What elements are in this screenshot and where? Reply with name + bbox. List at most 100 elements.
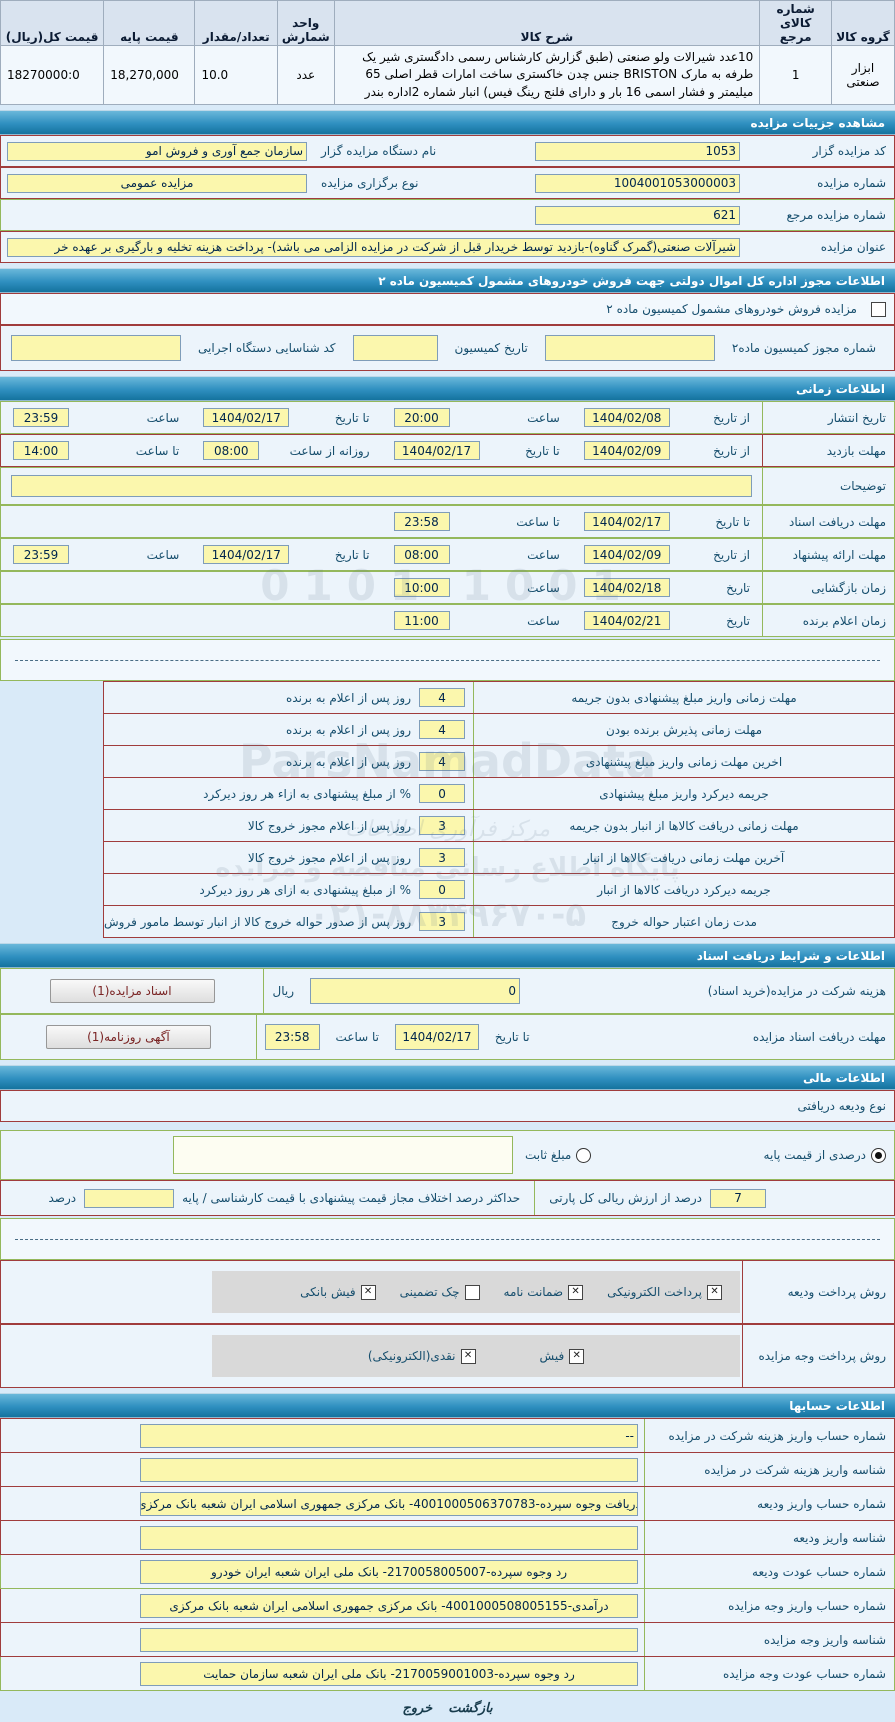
deposit-percent-row: 7 درصد از ارزش ریالی کل پارتی حداکثر درص…	[0, 1180, 895, 1217]
method-guarantee-letter: ضمانت نامه	[504, 1284, 584, 1300]
participation-fee-input[interactable]: 0	[310, 978, 520, 1005]
until-hour-label: تا ساعت	[135, 443, 180, 458]
visit-until-hour-input[interactable]: 14:00	[13, 441, 69, 461]
auction-type-input[interactable]: مزایده عمومی	[7, 173, 307, 193]
gap	[0, 1122, 895, 1130]
auction-payment-id-input[interactable]	[140, 1627, 638, 1652]
deadline-label: مدت زمان اعتبار حواله خروج	[473, 906, 894, 938]
auctioneer-code-input[interactable]: 1053	[535, 141, 740, 161]
offer-hour-input[interactable]: 08:00	[393, 545, 450, 565]
publish-to-hour-input[interactable]: 23:59	[13, 408, 69, 428]
col-goods-description: شرح کالا	[333, 0, 761, 46]
opening-date-input[interactable]: 1404/02/18	[583, 578, 670, 598]
electronic-payment-checkbox[interactable]	[707, 1284, 722, 1300]
deadline-label: مهلت زمانی دریافت کالاها از انبار بدون ج…	[473, 810, 894, 842]
offer-deadline-label: مهلت ارائه پیشنهاد	[762, 539, 894, 571]
visit-from-date-input[interactable]: 1404/02/09	[583, 441, 670, 461]
agency-id-input[interactable]	[11, 335, 181, 362]
deadline-row: جریمه دیرکرد دریافت کالاها از انبار 0 % …	[103, 874, 895, 907]
deadline-suffix: روز پس از اعلام مجوز خروج کالا	[247, 818, 411, 833]
method-electronic-payment: پرداخت الکترونیکی	[607, 1284, 722, 1300]
from-date-label: از تاریخ	[713, 547, 750, 562]
auction-payment-methods-row: روش پرداخت وجه مزایده فیش نقدی(الکترونیک…	[0, 1324, 895, 1389]
guarantee-letter-checkbox[interactable]	[568, 1284, 584, 1300]
deadline-value-input[interactable]: 3	[419, 848, 465, 868]
docs-deadline-hour-input[interactable]: 23:58	[264, 1024, 320, 1051]
bank-receipt-checkbox[interactable]	[360, 1284, 376, 1300]
deposit-account-input[interactable]: دریافت وجوه سپرده-4001000506370783- بانک…	[140, 1491, 638, 1516]
auction-title-input[interactable]: شیرآلات صنعتی(گمرک گناوه)-بازدید توسط خر…	[7, 237, 740, 257]
publish-date-label: تاریخ انتشار	[762, 402, 894, 434]
docs-to-hour-input[interactable]: 23:58	[393, 512, 450, 532]
receipt-checkbox[interactable]	[569, 1348, 585, 1364]
offer-to-hour-input[interactable]: 23:59	[13, 545, 69, 565]
account-label: شناسه واریز وجه مزایده	[644, 1623, 894, 1657]
deposit-return-account-input[interactable]: رد وجوه سپرده-2170058005007- بانک ملی ای…	[140, 1559, 638, 1584]
docs-receive-deadline-row: مهلت دریافت اسناد تا تاریخ 1404/02/17 تا…	[0, 505, 895, 539]
deadline-value-input[interactable]: 3	[419, 816, 465, 836]
article2-checkbox[interactable]	[871, 301, 886, 317]
account-label: شماره حساب عودت ودیعه	[644, 1555, 894, 1589]
offer-from-date-input[interactable]: 1404/02/09	[583, 545, 670, 565]
goods-table-header-row: گروه کالا شماره کالای مرجع شرح کالا واحد…	[0, 0, 895, 46]
auction-documents-button[interactable]: اسناد مزایده(1)	[49, 979, 215, 1004]
auction-payment-return-account-input[interactable]: رد وجوه سپرده-2170059001003- بانک ملی ای…	[140, 1661, 638, 1686]
deadline-value-input[interactable]: 4	[419, 720, 465, 740]
publish-from-date-input[interactable]: 1404/02/08	[583, 408, 670, 428]
fee-deposit-id-input[interactable]	[140, 1457, 638, 1482]
opening-hour-input[interactable]: 10:00	[393, 578, 450, 598]
deposit-percent-input[interactable]: 7	[710, 1188, 766, 1208]
winner-date-input[interactable]: 1404/02/21	[583, 611, 670, 631]
permit-number-input[interactable]	[544, 335, 715, 362]
deadline-value-input[interactable]: 4	[419, 688, 465, 708]
offer-to-group: تا تاریخ 1404/02/17	[191, 545, 381, 565]
fee-deposit-account-input[interactable]: --	[140, 1423, 638, 1448]
deadline-label: اخرین مهلت زمانی واریز مبلغ پیشنهادی	[473, 746, 894, 778]
newspaper-ad-button[interactable]: آگهی روزنامه(1)	[45, 1025, 211, 1050]
max-diff-input[interactable]	[84, 1188, 175, 1208]
docs-deadline-date-input[interactable]: 1404/02/17	[395, 1024, 479, 1051]
deadline-value-input[interactable]: 3	[419, 912, 466, 932]
visit-to-group: تا تاریخ 1404/02/17	[382, 441, 572, 461]
ref-item-code-cell: 1	[759, 44, 832, 106]
date-label: تاریخ	[726, 580, 750, 595]
col-total-price: قیمت کل(ریال)	[0, 0, 105, 46]
reference-number-input[interactable]: 621	[535, 205, 740, 225]
notes-input[interactable]	[11, 475, 752, 498]
auction-payment-account-input[interactable]: درآمدی-4001000508005155- بانک مرکزی جمهو…	[140, 1593, 638, 1618]
deadline-value-input[interactable]: 0	[419, 880, 465, 900]
auction-type-label: نوع برگزاری مزایده	[321, 176, 419, 191]
winner-hour-input[interactable]: 11:00	[393, 611, 450, 631]
col-ref-item-code: شماره کالای مرجع	[759, 0, 832, 46]
exit-link[interactable]: خروج	[402, 1701, 433, 1717]
deadline-value-input[interactable]: 0	[419, 784, 465, 804]
certified-check-checkbox[interactable]	[464, 1284, 480, 1300]
offer-to-date-input[interactable]: 1404/02/17	[203, 545, 290, 565]
deadline-row: اخرین مهلت زمانی واریز مبلغ پیشنهادی 4 ر…	[103, 746, 895, 779]
visit-daily-hour-input[interactable]: 08:00	[203, 441, 260, 461]
cash-electronic-checkbox[interactable]	[460, 1348, 476, 1364]
publish-to-date-input[interactable]: 1404/02/17	[203, 408, 290, 428]
account-label: شماره حساب عودت وجه مزایده	[644, 1657, 894, 1691]
back-link[interactable]: بازگشت	[448, 1701, 493, 1717]
auctioneer-org-input[interactable]: سازمان جمع آوری و فروش امو	[7, 141, 307, 161]
deadline-value-input[interactable]: 4	[419, 752, 465, 772]
publish-hour-input[interactable]: 20:00	[393, 408, 450, 428]
offer-from-group: از تاریخ 1404/02/09	[572, 545, 762, 565]
visit-to-date-input[interactable]: 1404/02/17	[393, 441, 480, 461]
deposit-id-input[interactable]	[140, 1525, 638, 1550]
commission-date-input[interactable]	[352, 335, 438, 362]
visit-until-group: تا ساعت 14:00	[1, 441, 191, 461]
participation-fee-label: هزینه شرکت در مزایده(خرید اسناد)	[707, 984, 886, 999]
auction-number-input[interactable]: 1004001053000003	[535, 173, 740, 193]
percent-of-base-radio[interactable]	[871, 1147, 886, 1163]
offer-hour-group: ساعت 08:00	[382, 545, 572, 565]
fixed-amount-radio[interactable]	[576, 1147, 592, 1163]
receipt-label: فیش	[539, 1349, 565, 1364]
fixed-amount-input[interactable]	[173, 1136, 513, 1175]
fixed-amount-option: مبلغ ثابت	[525, 1147, 592, 1163]
permit-number-label: شماره مجوز کمیسیون ماده۲	[731, 341, 876, 356]
docs-to-date-input[interactable]: 1404/02/17	[583, 512, 670, 532]
quantity-cell: 10.0	[194, 44, 279, 106]
deadline-row: آخرین مهلت زمانی دریافت کالاها از انبار …	[103, 842, 895, 875]
